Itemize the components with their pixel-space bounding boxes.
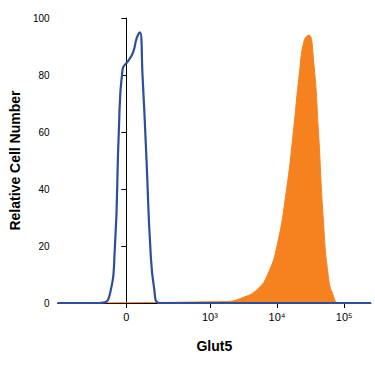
svg-text:60: 60 [38, 127, 50, 138]
svg-text:0: 0 [123, 311, 129, 323]
svg-text:80: 80 [38, 70, 50, 81]
svg-text:Relative Cell Number: Relative Cell Number [7, 90, 23, 231]
svg-text:20: 20 [38, 241, 50, 252]
svg-text:10⁵: 10⁵ [336, 311, 353, 323]
svg-text:100: 100 [33, 13, 50, 24]
svg-text:0: 0 [44, 298, 50, 309]
svg-text:Glut5: Glut5 [196, 338, 232, 354]
svg-text:10³: 10³ [202, 311, 218, 323]
svg-text:10⁴: 10⁴ [269, 311, 286, 323]
svg-text:40: 40 [38, 184, 50, 195]
